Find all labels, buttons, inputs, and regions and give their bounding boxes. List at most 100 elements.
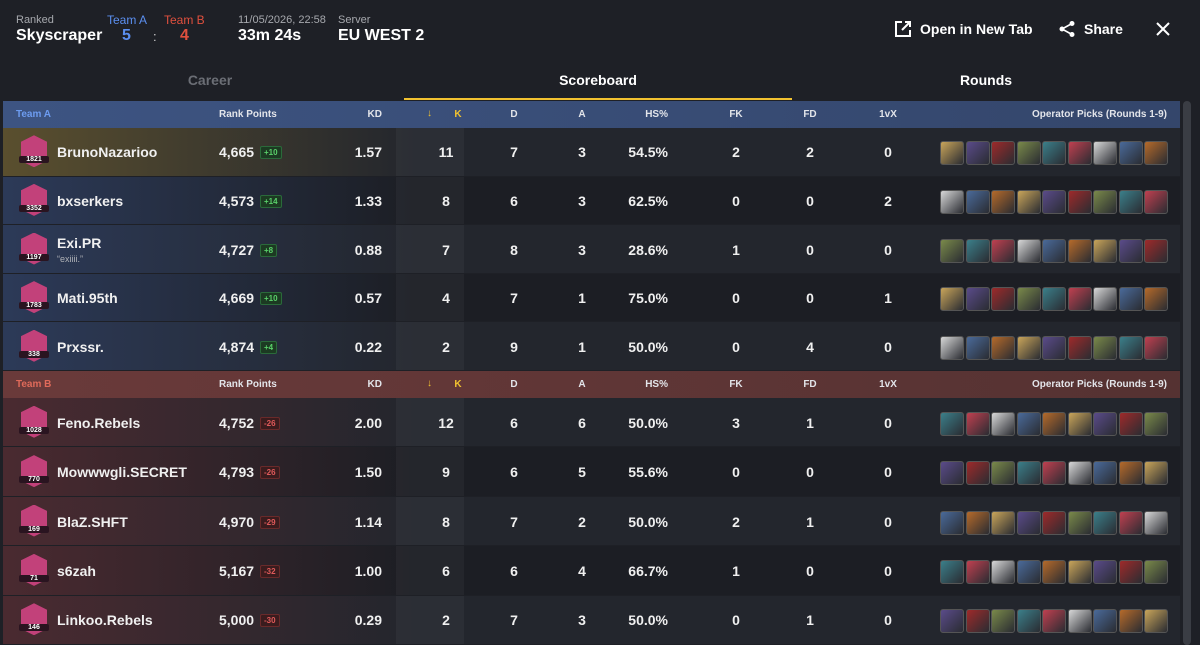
open-tab-icon[interactable] — [894, 20, 912, 38]
player-name[interactable]: Linkoo.Rebels — [57, 612, 153, 629]
stat-fk: 3 — [732, 414, 740, 431]
sort-arrow: ↓ — [427, 108, 432, 119]
rank-number: 1783 — [19, 302, 49, 310]
operator-icon — [1067, 510, 1092, 535]
score-separator: : — [153, 29, 157, 44]
team-header — [3, 101, 1180, 128]
open-tab-button[interactable]: Open in New Tab — [920, 21, 1033, 37]
server: EU WEST 2 — [338, 27, 425, 44]
share-icon[interactable] — [1058, 20, 1076, 38]
rank-delta: +14 — [260, 194, 282, 208]
k-column-bg — [396, 496, 464, 546]
stat-fk: 2 — [732, 513, 740, 530]
stat-rank-points: 4,727 — [219, 241, 255, 258]
player-name[interactable]: Mati.95th — [57, 290, 118, 307]
operator-icon — [1042, 510, 1066, 535]
column-header: HS% — [645, 379, 668, 390]
tab[interactable]: Scoreboard — [559, 72, 637, 88]
stat-fd: 4 — [806, 338, 814, 355]
stat-fk: 0 — [732, 290, 740, 307]
column-header: A — [578, 109, 586, 120]
operator-icon — [1042, 461, 1066, 486]
operator-icon — [1042, 287, 1066, 312]
stat-fd: 1 — [806, 513, 814, 530]
stat-kd: 0.29 — [354, 612, 382, 629]
operator-icon — [1042, 141, 1066, 166]
stat-onevx: 2 — [884, 192, 892, 209]
player-name[interactable]: Mowwwgli.SECRET — [57, 464, 187, 481]
stat-fk: 0 — [732, 612, 740, 629]
column-header: KD — [367, 379, 382, 390]
team-name: Team A — [16, 109, 52, 120]
rank-delta: -32 — [260, 564, 280, 578]
k-column-bg — [396, 322, 464, 370]
operator-icon — [1067, 461, 1092, 486]
player-name[interactable]: BrunoNazarioo — [57, 144, 158, 161]
stat-kd: 0.57 — [354, 290, 382, 307]
rank-delta: -29 — [260, 515, 280, 529]
rank-delta: -30 — [260, 614, 280, 628]
stat-rank-points: 4,793 — [219, 464, 255, 481]
team-a-label: Team A — [107, 13, 148, 27]
share-button[interactable]: Share — [1084, 21, 1123, 37]
operator-icon — [1042, 559, 1066, 584]
stat-a: 3 — [578, 192, 586, 209]
tab[interactable]: Rounds — [959, 72, 1013, 88]
operator-icon — [1067, 238, 1092, 263]
stat-hs: 50.0% — [628, 414, 668, 431]
player-name[interactable]: bxserkers — [57, 192, 124, 209]
stat-fd: 0 — [806, 464, 814, 481]
rank-number: 169 — [19, 525, 49, 533]
stat-hs: 50.0% — [628, 612, 668, 629]
stat-onevx: 0 — [884, 144, 892, 161]
tab[interactable]: Career — [187, 72, 233, 88]
operator-icon — [1144, 287, 1168, 312]
stat-hs: 75.0% — [628, 290, 668, 307]
rank-delta: +8 — [260, 243, 278, 257]
operator-icon — [1093, 559, 1117, 584]
operator-icon — [991, 461, 1015, 486]
stat-d: 7 — [510, 612, 518, 629]
operator-icon — [1067, 411, 1092, 436]
column-header: Rank Points — [219, 379, 277, 390]
team-name: Team B — [16, 379, 52, 390]
operator-icon — [1118, 238, 1143, 263]
column-header: Operator Picks (Rounds 1-9) — [1031, 379, 1167, 390]
operator-icon — [1042, 238, 1066, 263]
operator-icon — [1144, 141, 1168, 166]
operator-icon — [1144, 189, 1168, 214]
stat-rank-points: 4,970 — [219, 513, 255, 530]
column-header: FD — [803, 109, 817, 120]
operator-icon — [1016, 287, 1041, 312]
player-name[interactable]: Exi.PR — [57, 234, 102, 251]
stat-hs: 55.6% — [628, 464, 668, 481]
k-column-bg — [396, 225, 464, 273]
stat-fd: 0 — [806, 192, 814, 209]
player-name[interactable]: Prxssr. — [57, 338, 104, 355]
operator-icon — [991, 335, 1015, 360]
stat-fk: 2 — [732, 144, 740, 161]
operator-icon — [965, 559, 990, 584]
k-column-bg — [396, 128, 464, 176]
stat-a: 2 — [578, 513, 586, 530]
stat-fk: 0 — [732, 338, 740, 355]
k-column-bg — [396, 546, 464, 595]
stat-d: 7 — [510, 290, 518, 307]
operator-icon — [1144, 411, 1168, 436]
stat-a: 3 — [578, 144, 586, 161]
player-name[interactable]: BlaZ.SHFT — [57, 513, 128, 530]
stat-hs: 54.5% — [628, 144, 668, 161]
stat-rank-points: 4,874 — [219, 338, 255, 355]
rank-delta: +10 — [260, 292, 282, 306]
stat-k: 11 — [438, 144, 454, 161]
operator-icon — [965, 335, 990, 360]
operator-icon — [1042, 335, 1066, 360]
operator-icon — [1144, 510, 1168, 535]
stat-k: 8 — [442, 192, 450, 209]
operator-icon — [1118, 411, 1143, 436]
close-button[interactable] — [1156, 22, 1170, 36]
player-name[interactable]: Feno.Rebels — [57, 414, 141, 431]
operator-icon — [1144, 461, 1168, 486]
player-name[interactable]: s6zah — [57, 562, 96, 579]
